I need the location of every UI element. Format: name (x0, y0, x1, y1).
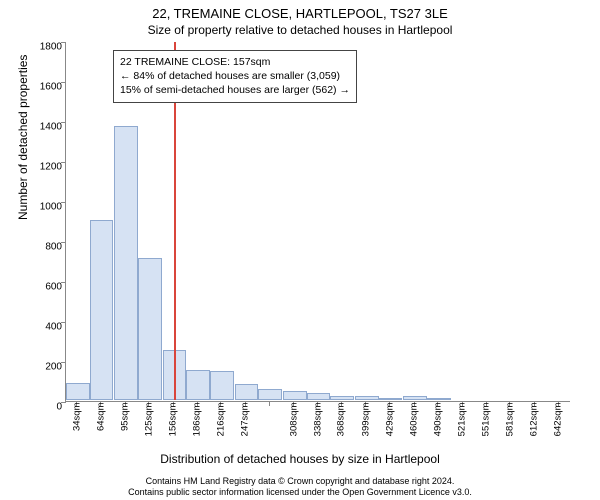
histogram-bar (403, 396, 427, 400)
chart-container: 22, TREMAINE CLOSE, HARTLEPOOL, TS27 3LE… (0, 0, 600, 500)
histogram-bar (283, 391, 307, 400)
info-line-2: ← 84% of detached houses are smaller (3,… (120, 69, 350, 83)
histogram-bar (258, 389, 282, 400)
histogram-bar (307, 393, 331, 400)
histogram-bar (330, 396, 354, 400)
ytick-label: 1800 (40, 42, 66, 53)
histogram-bar (186, 370, 210, 400)
info-line-3: 15% of semi-detached houses are larger (… (120, 83, 350, 97)
y-axis-label: Number of detached properties (16, 55, 30, 220)
histogram-bar (114, 126, 138, 400)
plot-area: 020040060080010001200140016001800 22 TRE… (65, 42, 570, 402)
histogram-bar (138, 258, 162, 400)
footer-line-1: Contains HM Land Registry data © Crown c… (0, 476, 600, 487)
histogram-bar (66, 383, 90, 400)
histogram-bar (379, 398, 403, 400)
info-line-1: 22 TREMAINE CLOSE: 157sqm (120, 55, 350, 69)
histogram-bar (355, 396, 379, 400)
ytick-label: 1200 (40, 162, 66, 173)
ytick-label: 200 (45, 362, 66, 373)
info-box: 22 TREMAINE CLOSE: 157sqm ← 84% of detac… (113, 50, 357, 103)
footer-line-2: Contains public sector information licen… (0, 487, 600, 498)
ytick-label: 1400 (40, 122, 66, 133)
histogram-bar (210, 371, 234, 400)
xtick-mark (269, 401, 270, 406)
histogram-bar (235, 384, 259, 400)
title-sub: Size of property relative to detached ho… (0, 21, 600, 37)
ytick-label: 800 (45, 242, 66, 253)
ytick-label: 1600 (40, 82, 66, 93)
footer: Contains HM Land Registry data © Crown c… (0, 476, 600, 499)
ytick-label: 0 (56, 402, 66, 413)
ytick-label: 400 (45, 322, 66, 333)
histogram-bar (90, 220, 114, 400)
ytick-label: 1000 (40, 202, 66, 213)
histogram-bar (427, 398, 451, 400)
title-main: 22, TREMAINE CLOSE, HARTLEPOOL, TS27 3LE (0, 0, 600, 21)
ytick-label: 600 (45, 282, 66, 293)
x-axis-label: Distribution of detached houses by size … (0, 452, 600, 466)
